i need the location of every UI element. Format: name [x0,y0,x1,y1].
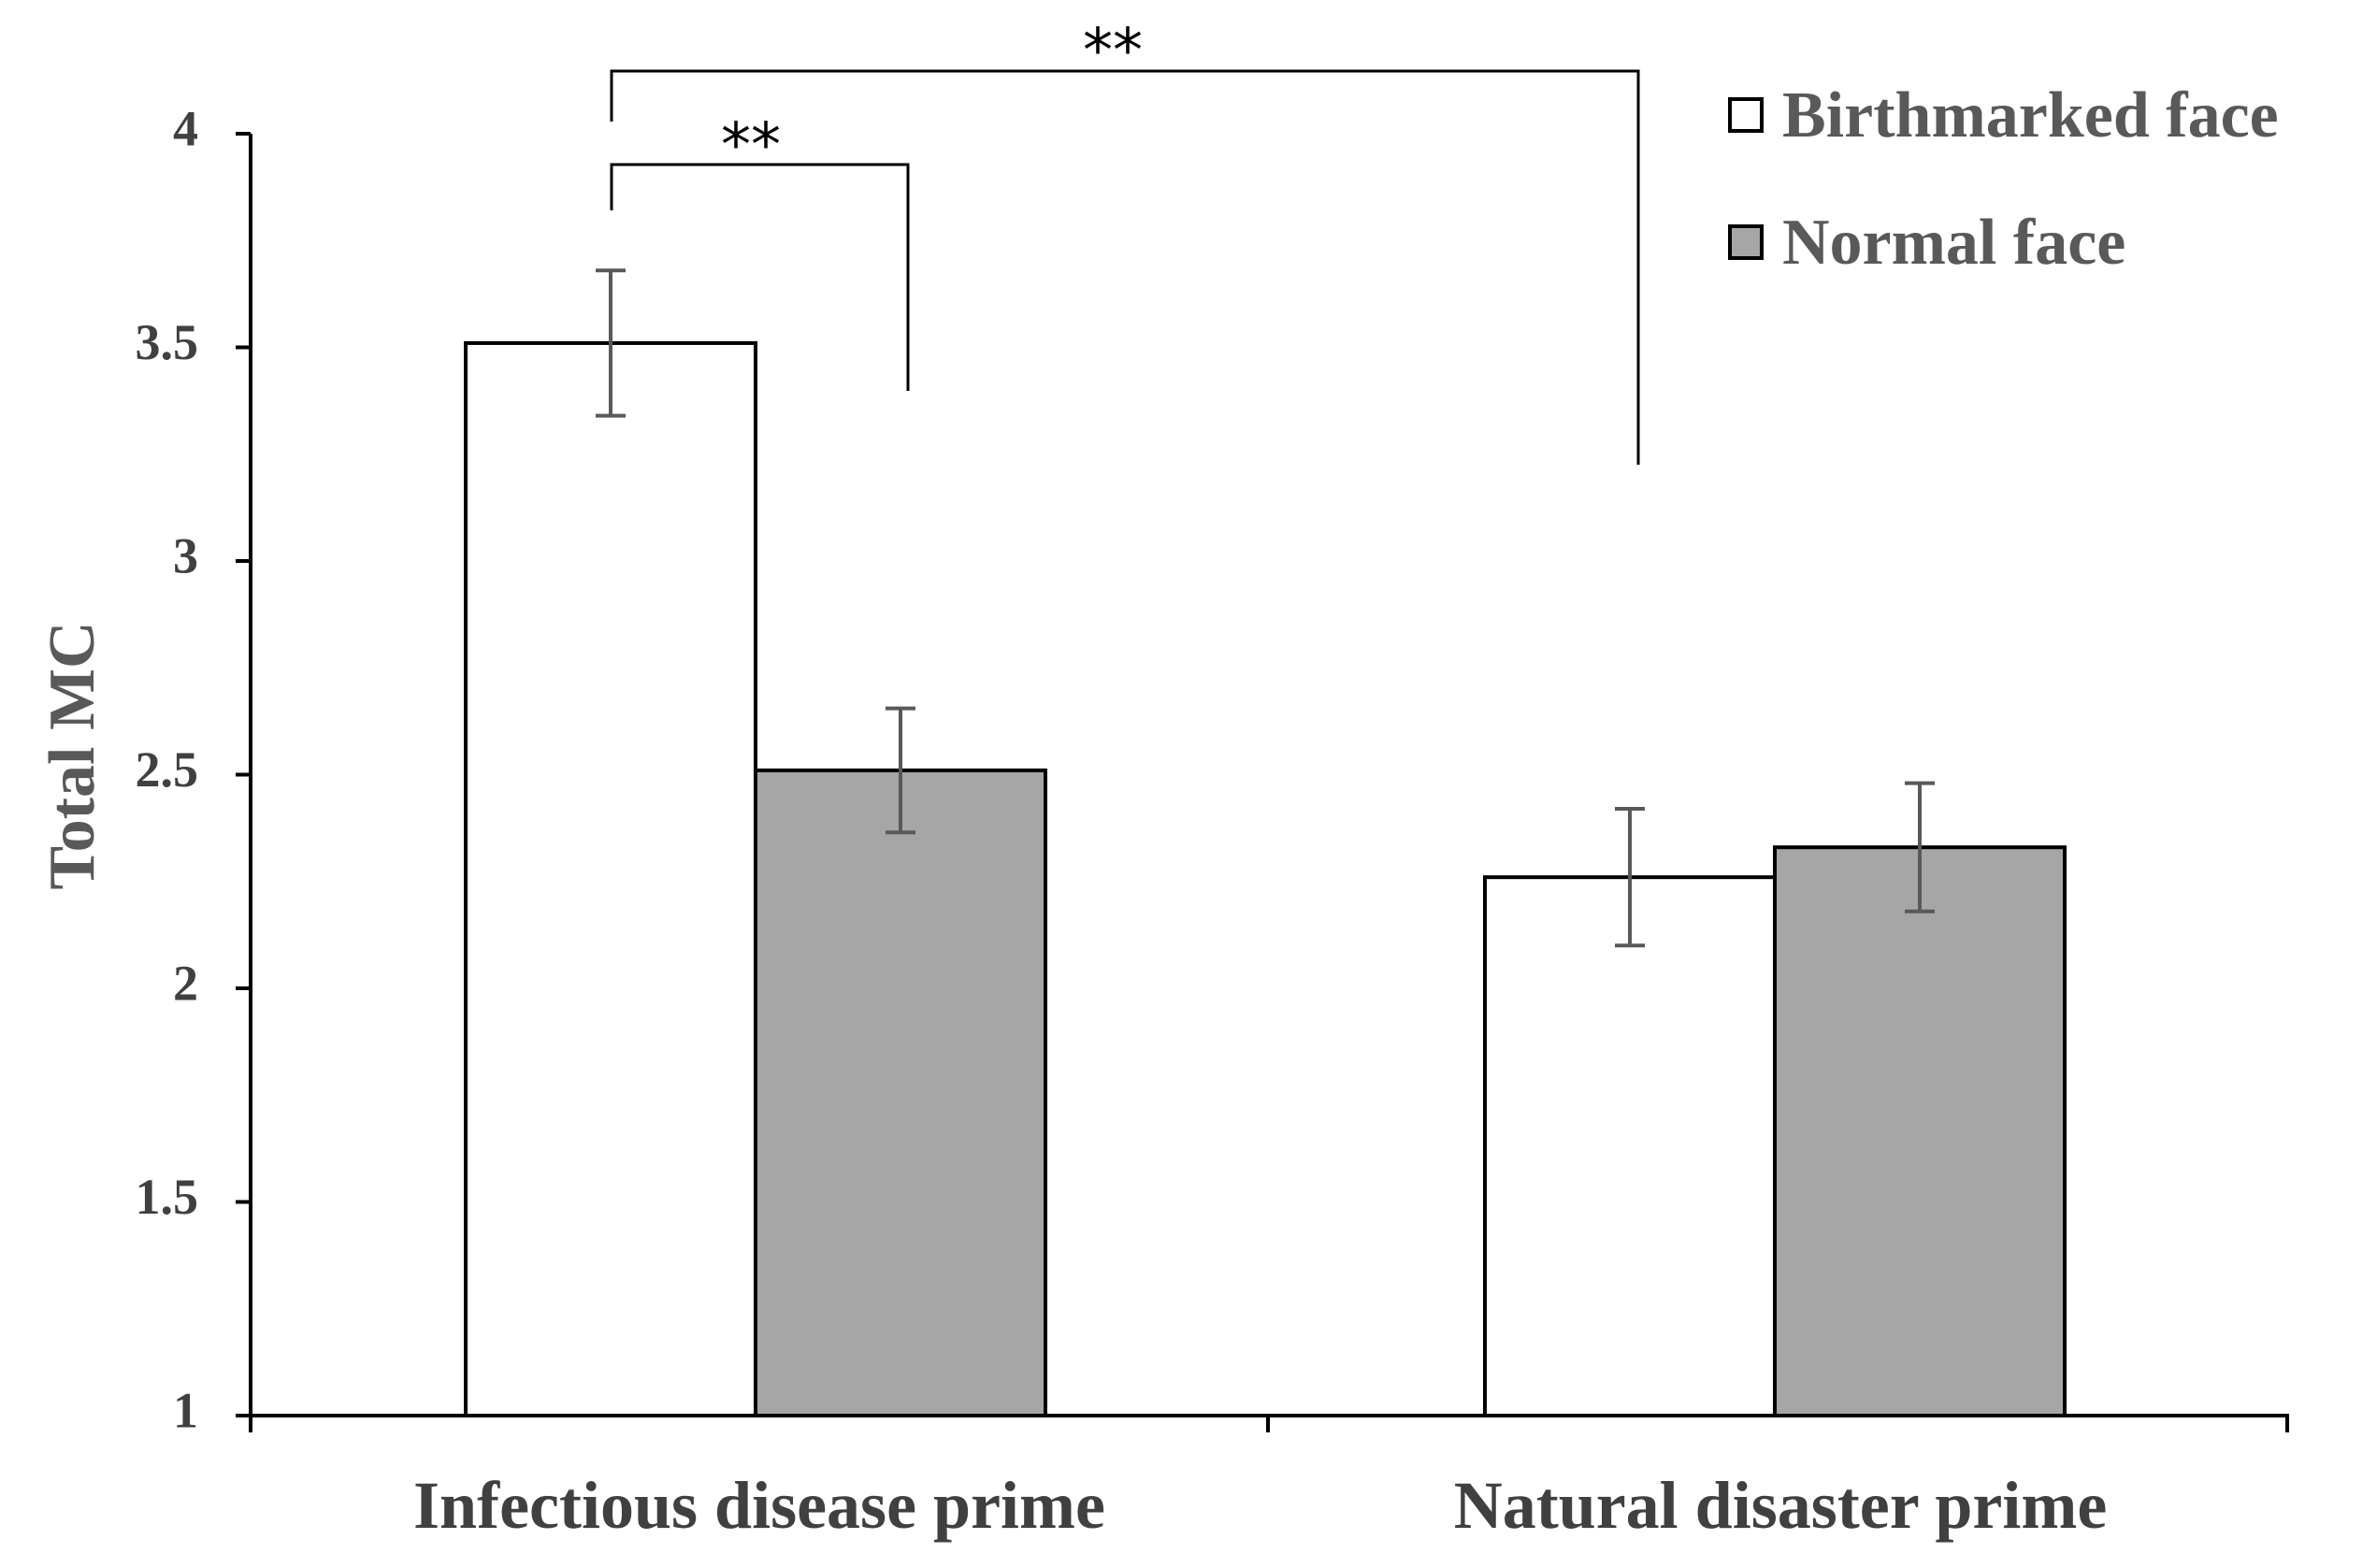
error-bar [886,706,915,835]
y-axis: 1 1.5 2 2.5 3 3.5 4 [136,100,251,1438]
legend-label-birthmarked: Birthmarked face [1782,79,2279,151]
bars [464,340,2067,1417]
significance-bracket-outer [610,69,1640,465]
bar-normal-infectious [754,768,1047,1417]
significance-bracket-inner [610,163,910,391]
significance-label-inner: ** [721,111,781,180]
legend: Birthmarked face Normal face [1728,79,2279,279]
significance-label-outer: ** [1083,17,1143,86]
y-tick-label: 2 [173,955,198,1011]
legend-swatch-birthmarked [1728,97,1764,133]
error-bar [596,268,626,418]
category-label-natural: Natural disaster prime [1454,1468,2108,1543]
y-axis-title: Total MC [36,621,108,889]
error-bar [1905,781,1935,913]
y-tick-label: 4 [173,100,198,156]
legend-swatch-normal [1728,224,1764,260]
error-bar [1615,807,1645,948]
y-tick-label: 3 [173,527,198,583]
bar-birthmarked-infectious [464,340,757,1417]
y-tick-label: 1.5 [136,1169,199,1225]
error-bars [596,268,1935,948]
legend-label-normal: Normal face [1782,207,2125,279]
y-tick-label: 1 [173,1382,198,1438]
y-tick-label: 3.5 [136,314,199,370]
y-tick-label: 2.5 [136,741,199,798]
category-label-infectious: Infectious disease prime [413,1468,1105,1543]
bar-normal-natural [1773,845,2067,1417]
bar-birthmarked-natural [1483,875,1777,1417]
